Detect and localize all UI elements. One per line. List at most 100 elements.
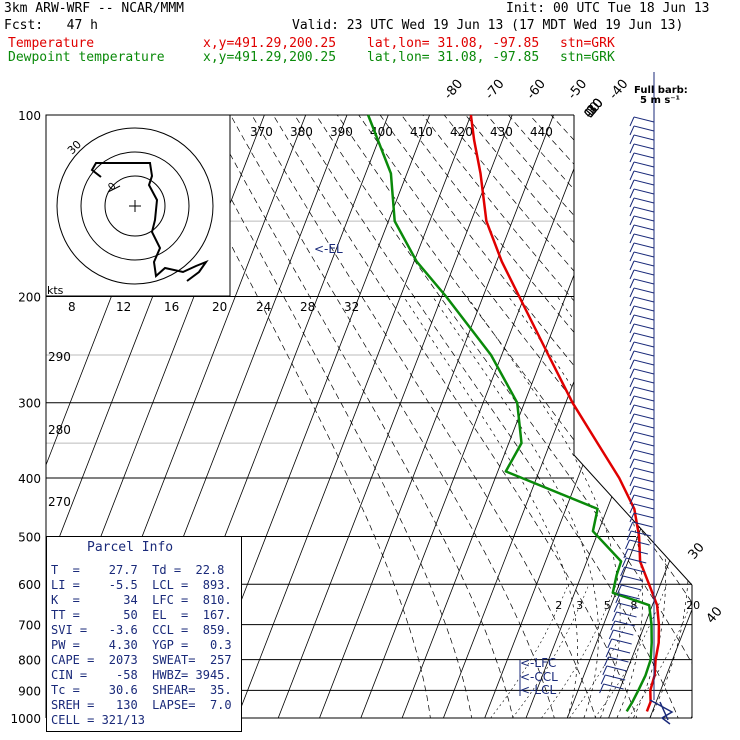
isotherm-label: -50 — [565, 77, 590, 103]
wind-barb — [633, 143, 655, 150]
wind-barb-flag — [603, 656, 609, 667]
lcl-marker: <-LCL — [520, 683, 556, 697]
wind-barb-flag — [618, 575, 624, 586]
wind-barb — [633, 449, 655, 456]
wind-barb — [633, 431, 655, 438]
dry-adiabat — [401, 115, 692, 718]
parcel-row: Tc = 30.6 SHEAR= 35. — [51, 683, 232, 697]
wind-barb-flag — [629, 242, 635, 253]
wind-barb-flag — [621, 557, 627, 568]
isotherm-line — [236, 115, 472, 718]
wind-barb — [611, 638, 632, 645]
mixing-ratio-line — [627, 584, 692, 718]
wind-barb-flag — [629, 413, 635, 424]
wind-barb — [633, 332, 655, 339]
wind-barb — [633, 377, 655, 384]
frame-diagonal — [573, 454, 693, 586]
parcel-row: SVI = -3.6 CCL = 859. — [51, 623, 232, 637]
xy-coords-dew: x,y=491.29,200.25 — [203, 50, 337, 65]
dry-adiabat — [486, 115, 692, 718]
wind-barb-flag — [607, 638, 613, 649]
wind-barb-flag — [629, 269, 635, 280]
dry-adiabat — [379, 115, 692, 718]
dry-adiabat — [358, 115, 692, 718]
barb-legend-line1: Full barb: — [634, 85, 688, 96]
wind-barb-flag — [629, 395, 635, 406]
wind-barb — [633, 341, 655, 348]
isotherm-line — [360, 115, 596, 718]
el-marker: <-EL — [314, 242, 343, 256]
dry-adiabat — [593, 115, 692, 718]
wind-barb — [633, 440, 655, 447]
hodograph-tick — [107, 185, 121, 193]
hodograph-ring — [56, 127, 214, 285]
mixing-ratio-line — [490, 584, 569, 718]
pressure-axis-labels: 100 200 300 400 500 600 700 800 900 1000 — [10, 109, 41, 726]
wind-barb-surface — [649, 699, 674, 725]
wind-barb — [633, 395, 655, 402]
wind-barb-flag — [629, 179, 635, 190]
wind-barb — [633, 134, 655, 141]
wind-barb — [633, 386, 655, 393]
hodograph-ring — [80, 151, 190, 261]
theta-label: 270 — [48, 495, 71, 509]
wind-barb-flag — [629, 143, 635, 154]
wind-barb — [609, 647, 631, 654]
hodograph-speed-label: 20 — [212, 300, 227, 314]
theta-label: 280 — [48, 423, 71, 437]
wind-barb — [630, 530, 652, 537]
valid-time: Valid: 23 UTC Wed 19 Jun 13 (17 MDT Wed … — [292, 18, 684, 33]
wind-barb-flag — [625, 539, 630, 550]
wind-barb-flag — [629, 287, 635, 298]
hodograph-speed-label: 28 — [300, 300, 315, 314]
dry-adiabat — [465, 115, 692, 718]
wind-barb — [633, 413, 655, 420]
wind-barb-flag — [626, 530, 632, 541]
wind-barb — [633, 512, 655, 519]
wind-barb — [633, 350, 655, 357]
dry-adiabat — [272, 115, 642, 718]
wind-barb — [627, 548, 649, 555]
theta-label: 410 — [410, 125, 433, 139]
hodograph-speed-label: 16 — [164, 300, 179, 314]
wind-barb — [622, 575, 644, 582]
wind-barb-flag — [629, 305, 635, 316]
wind-barb — [633, 224, 655, 231]
level-markers: <-EL <-LFC<-CCL<-LCL — [314, 242, 558, 697]
dry-adiabat — [230, 115, 558, 718]
model-title: 3km ARW-WRF -- NCAR/MMM — [4, 1, 185, 16]
wind-barb-flag — [629, 260, 635, 271]
wind-barb-flag — [629, 224, 635, 235]
wind-barb — [633, 458, 655, 465]
wind-barb — [633, 206, 655, 213]
pressure-tick-label: 400 — [18, 472, 41, 486]
mixing-ratio-label: 8 — [630, 599, 637, 612]
wind-barb — [633, 152, 655, 159]
theta-label: 370 — [250, 125, 273, 139]
parcel-row: LI = -5.5 LCL = 893. — [51, 578, 232, 592]
wind-barb-flag — [629, 368, 635, 379]
wind-barb-flag — [608, 629, 614, 640]
wind-barb-flag — [629, 134, 635, 145]
isotherm-label: -70 — [482, 77, 507, 103]
pressure-tick-label: 500 — [18, 530, 41, 544]
mix-clip — [490, 584, 692, 718]
wind-barb — [633, 476, 655, 483]
wind-barb-flag — [629, 206, 635, 217]
wind-barb-flag — [616, 584, 622, 595]
sounding-profiles — [366, 114, 661, 713]
init-time: Init: 00 UTC Tue 18 Jun 13 — [506, 1, 710, 16]
theta-label: 430 — [490, 125, 513, 139]
latlon-temp: lat,lon= 31.08, -97.85 — [367, 36, 540, 51]
pressure-tick-label: 300 — [18, 397, 41, 411]
wind-barb-flag — [629, 188, 635, 199]
wind-barb-flag — [629, 431, 635, 442]
pressure-tick-label: 200 — [18, 291, 41, 305]
wind-barb-flag — [629, 476, 635, 487]
pressure-tick-label: 600 — [18, 578, 41, 592]
wind-barb — [633, 314, 655, 321]
wind-barb — [633, 404, 655, 411]
isotherm-label: -60 — [524, 77, 549, 103]
wind-barb — [633, 251, 655, 258]
wind-barb — [624, 566, 645, 573]
